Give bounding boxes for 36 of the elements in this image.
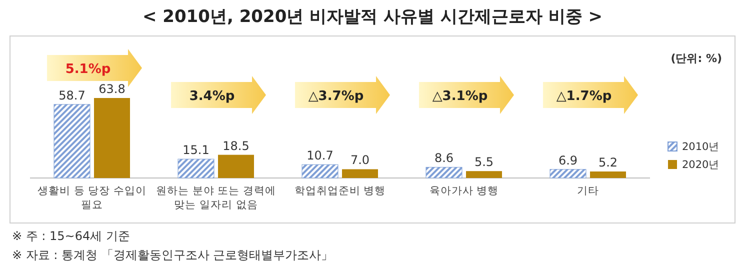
data-label: 7.0 xyxy=(350,153,370,168)
text: ※ 주 : 15~64세 기준 xyxy=(12,229,130,243)
bar xyxy=(218,154,254,178)
bar xyxy=(54,104,90,178)
data-label: 10.7 xyxy=(306,148,334,163)
bar xyxy=(426,166,462,178)
data-label: 6.9 xyxy=(558,153,578,168)
text: (단위: %) xyxy=(670,52,722,65)
bar xyxy=(466,171,502,178)
x-tick-label: 육아가사 병행 xyxy=(429,185,499,197)
bar xyxy=(342,169,378,178)
data-label: 5.5 xyxy=(474,155,494,170)
data-label: 15.1 xyxy=(182,143,210,158)
data-label: 5.2 xyxy=(598,155,618,170)
annotation: △3.1%p xyxy=(432,89,488,104)
legend-label: 2020년 xyxy=(682,159,720,171)
bar xyxy=(178,158,214,178)
data-label: 58.7 xyxy=(58,88,86,102)
legend-label: 2010년 xyxy=(682,141,720,153)
chart-title: < 2010년, 2020년 비자발적 사유별 시간제근로자 비중 > xyxy=(142,7,603,27)
data-label: 18.5 xyxy=(222,138,250,153)
x-tick-label: 학업취업준비 병행 xyxy=(294,185,386,197)
data-label: 8.6 xyxy=(434,151,454,166)
annotation: △1.7%p xyxy=(556,89,612,104)
annotation: 3.4%p xyxy=(189,89,235,104)
text: ※ 자료 : 통계청 「경제활동인구조사 근로형태별부가조사」 xyxy=(12,248,334,262)
annotation: △3.7%p xyxy=(308,89,364,104)
data-label: 63.8 xyxy=(98,82,126,96)
x-tick-label: 원하는 분야 또는 경력에 맞는 일자리 없음 xyxy=(156,185,276,211)
x-tick-label: 기타 xyxy=(577,185,599,197)
x-tick-label: 생활비 등 당장 수입이 필요 xyxy=(37,185,147,211)
bar xyxy=(94,98,130,178)
text: 5.1%p xyxy=(65,62,111,77)
bar xyxy=(550,169,586,178)
bar xyxy=(590,171,626,178)
bar xyxy=(302,164,338,178)
